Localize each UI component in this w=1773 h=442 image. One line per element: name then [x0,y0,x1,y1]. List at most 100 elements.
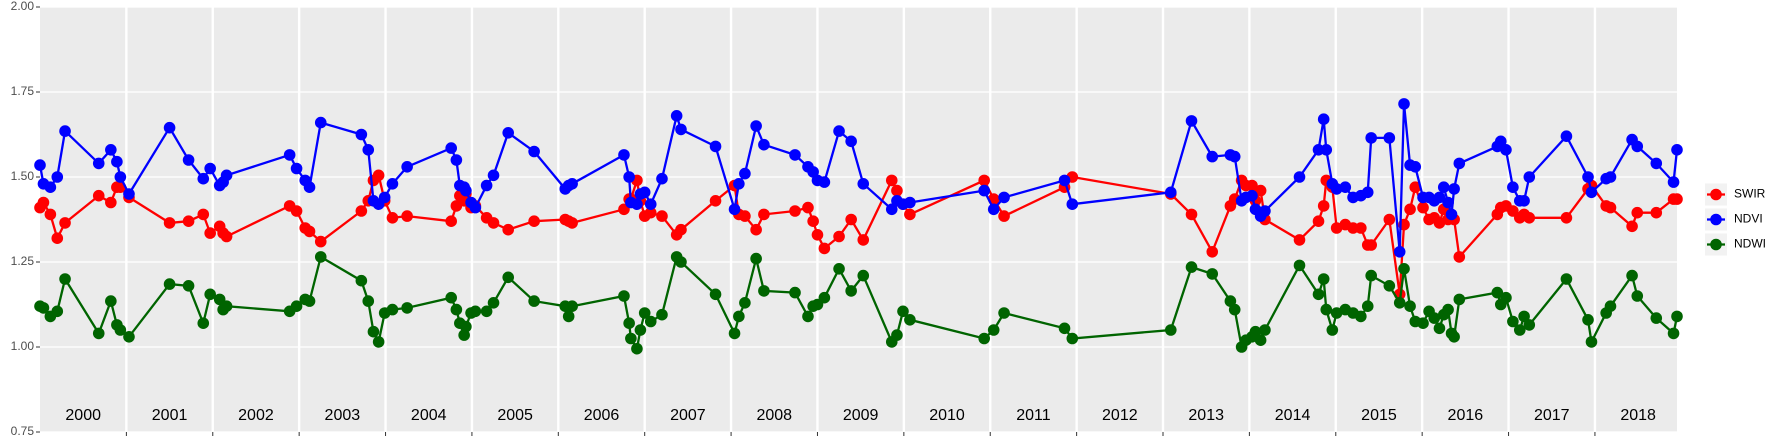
point [220,230,233,243]
point [1058,322,1071,335]
point [445,215,457,227]
year-label: 2008 [756,407,792,424]
point [1206,246,1219,258]
point [502,271,515,284]
point [1383,132,1396,144]
point [1355,310,1367,323]
point [480,179,493,192]
point [802,310,814,323]
point [314,116,327,129]
point [644,198,657,210]
point [59,125,71,137]
point [1254,334,1267,347]
y-tick-label: 1.75 [11,84,35,98]
point [303,295,316,307]
point [386,178,399,190]
point [105,144,117,156]
year-label: 2012 [1102,407,1138,424]
point [1494,135,1507,148]
point [1398,263,1410,275]
point [1650,157,1663,170]
point [372,336,385,348]
point [904,196,916,209]
point [1404,203,1416,216]
point [789,286,801,299]
year-label: 2001 [152,407,188,424]
point [1442,303,1454,316]
point [1404,300,1416,313]
point [618,149,630,161]
year-label: 2007 [670,407,706,424]
point [105,295,117,307]
point [1518,195,1530,207]
point [904,208,916,221]
point [1453,293,1466,306]
point [1339,181,1352,193]
point [891,184,903,197]
point [105,196,117,209]
point [1671,193,1683,205]
point [670,110,683,122]
point [1293,234,1306,246]
year-label: 2006 [584,407,620,424]
point [1585,336,1598,348]
point [1312,288,1325,301]
point [998,191,1010,204]
point [789,205,801,217]
point [1293,171,1306,183]
point [1582,171,1594,183]
point [450,303,463,316]
point [562,310,575,323]
point [37,302,50,314]
point [460,184,472,197]
point [1560,130,1573,142]
point [1507,181,1519,193]
point [469,201,482,214]
point [123,331,135,343]
point [1428,312,1441,324]
point [1365,132,1377,144]
point [283,149,296,161]
point [367,325,380,338]
point [833,230,845,243]
point [733,310,745,323]
point [998,210,1010,222]
point [1185,115,1198,127]
point [1066,198,1079,210]
point [386,212,399,224]
point [1317,273,1330,285]
year-label: 2000 [65,407,101,424]
point [528,295,540,307]
point [362,144,375,156]
point [1417,317,1429,330]
point [1626,269,1638,282]
point [750,120,762,132]
point [1417,201,1429,214]
y-tick-label: 1.00 [11,339,35,353]
point [709,195,722,207]
point [1523,171,1536,183]
point [833,125,845,137]
point [631,198,643,210]
point [92,327,105,340]
point [1631,140,1644,153]
point [978,174,990,187]
point [1326,324,1339,336]
point [897,305,909,318]
point [1365,239,1377,251]
point [1650,206,1663,219]
point [1228,303,1241,316]
point [857,234,870,246]
y-tick-label: 0.75 [11,424,35,438]
point [857,269,870,282]
point [1312,215,1325,227]
point [303,225,316,238]
point [401,210,413,222]
year-label: 2011 [1016,407,1051,424]
point [378,191,391,204]
point [1185,208,1198,221]
point [1246,179,1258,192]
point [1667,176,1680,188]
